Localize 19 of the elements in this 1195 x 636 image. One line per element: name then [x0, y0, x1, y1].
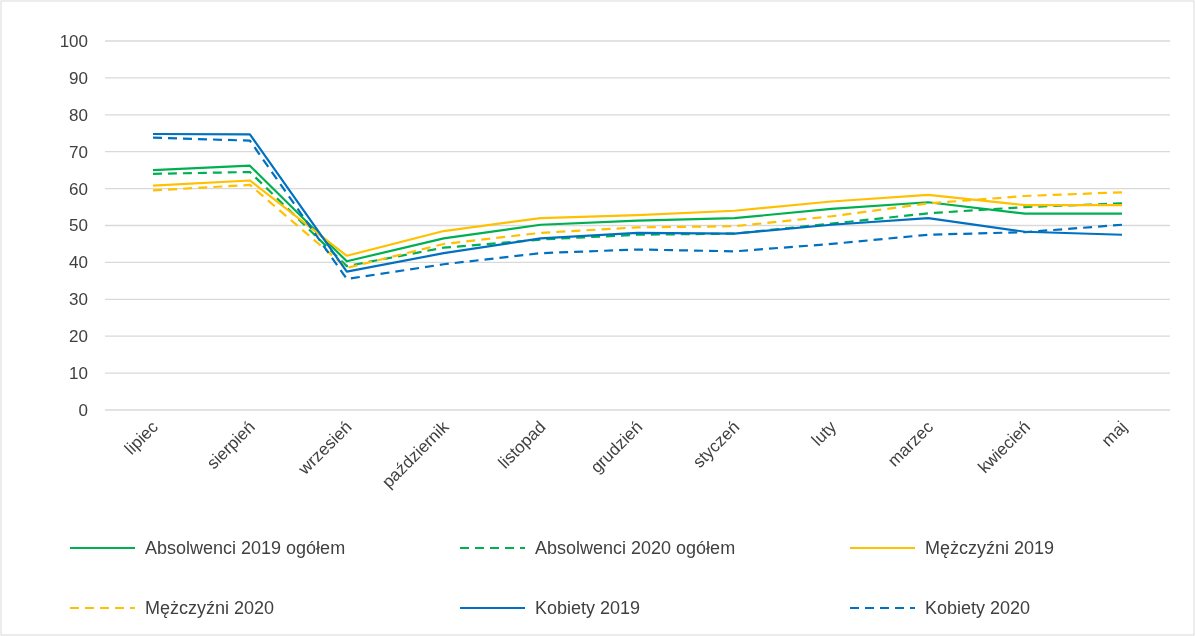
legend-label: Mężczyźni 2020 — [145, 598, 275, 619]
y-tick-label: 90 — [69, 68, 88, 88]
y-tick-label: 70 — [69, 142, 88, 162]
y-tick-label: 30 — [69, 290, 88, 310]
y-tick-label: 50 — [69, 216, 88, 236]
legend-label: Kobiety 2020 — [925, 598, 1031, 619]
x-tick-label: maj — [1098, 417, 1131, 451]
legend-label: Mężczyźni 2019 — [925, 538, 1055, 559]
y-tick-label: 20 — [69, 327, 88, 347]
y-tick-label: 80 — [69, 105, 88, 125]
y-tick-label: 10 — [69, 364, 88, 384]
legend-label: Kobiety 2019 — [535, 598, 641, 619]
y-tick-label: 40 — [69, 253, 88, 273]
x-tick-label: luty — [807, 417, 841, 450]
y-tick-label: 0 — [78, 400, 88, 420]
y-tick-label: 100 — [59, 31, 88, 51]
legend-label: Absolwenci 2020 ogółem — [535, 538, 736, 559]
y-tick-label: 60 — [69, 179, 88, 199]
legend-label: Absolwenci 2019 ogółem — [145, 538, 346, 559]
